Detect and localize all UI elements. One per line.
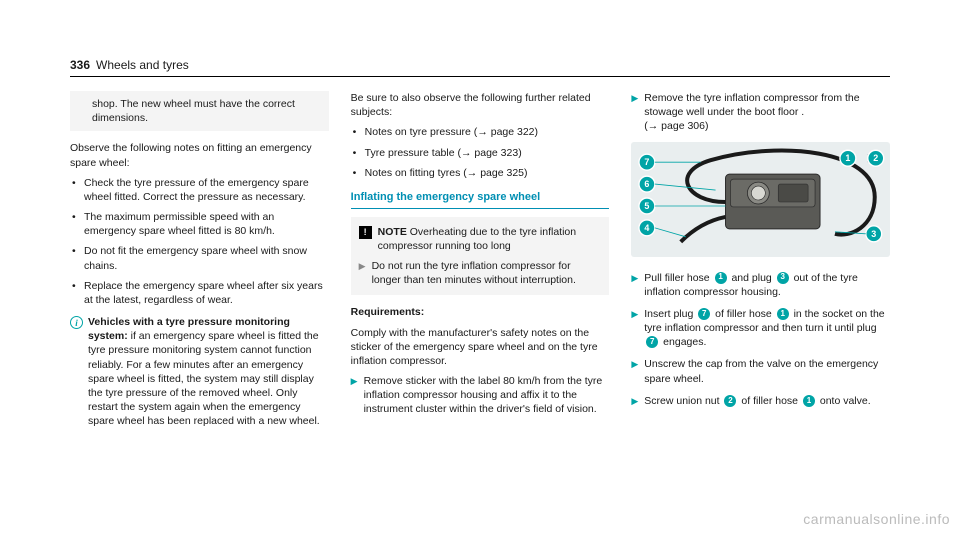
info-block: i Vehicles with a tyre pressure monitori… (70, 315, 329, 428)
triangle-icon: ▶ (359, 260, 366, 272)
callout-3: 3 (777, 272, 789, 284)
triangle-icon: ▶ (631, 92, 638, 104)
list-item: Check the tyre pressure of the emergency… (70, 176, 329, 204)
triangle-icon: ▶ (351, 375, 358, 387)
column-2: Be sure to also observe the following fu… (351, 91, 610, 428)
note-step-text: Do not run the tyre inflation compressor… (372, 259, 602, 287)
t: engages. (660, 336, 706, 348)
triangle-icon: ▶ (631, 308, 638, 320)
callout-1: 1 (803, 395, 815, 407)
procedure-step: ▶ Remove sticker with the label 80 km/h … (351, 374, 610, 417)
page-ref: → page 325 (467, 166, 524, 180)
list-item: Do not fit the emergency spare wheel wit… (70, 244, 329, 272)
info-rest: if an emergency spare wheel is fitted th… (88, 330, 320, 427)
list-item: Tyre pressure table (→ page 323) (351, 146, 610, 160)
list-item: The maximum permissible speed with an em… (70, 210, 329, 238)
note-heading-text: NOTE Overheating due to the tyre inflati… (378, 225, 602, 253)
related-intro: Be sure to also observe the following fu… (351, 91, 610, 119)
procedure-step: ▶ Insert plug 7 of filler hose 1 in the … (631, 307, 890, 350)
warning-icon: ! (359, 226, 372, 239)
list-item: Notes on fitting tyres (→ page 325) (351, 166, 610, 180)
note-continuation-box: shop. The new wheel must have the correc… (70, 91, 329, 131)
t: Pull filler hose (644, 272, 712, 284)
callout-1: 1 (777, 308, 789, 320)
page-number: 336 (70, 58, 90, 72)
header-title: Wheels and tyres (96, 58, 189, 72)
svg-text:6: 6 (645, 179, 650, 189)
triangle-icon: ▶ (631, 272, 638, 284)
svg-text:5: 5 (645, 200, 650, 210)
svg-text:1: 1 (846, 153, 851, 163)
procedure-step: ▶ Pull filler hose 1 and plug 3 out of t… (631, 271, 890, 299)
related-list: Notes on tyre pressure (→ page 322) Tyre… (351, 125, 610, 180)
info-text: Vehicles with a tyre pressure monitoring… (88, 316, 320, 427)
list-item: Notes on tyre pressure (→ page 322) (351, 125, 610, 139)
content-columns: shop. The new wheel must have the correc… (70, 91, 890, 428)
section-title: Inflating the emergency spare wheel (351, 190, 610, 209)
step-text: Remove the tyre inflation compressor fro… (644, 91, 890, 134)
related-after: ) (518, 147, 522, 159)
related-text: Tyre pressure table ( (365, 147, 461, 159)
requirements-label-text: Requirements: (351, 306, 425, 318)
triangle-icon: ▶ (631, 395, 638, 407)
intro-paragraph: Observe the following notes on fitting a… (70, 141, 329, 169)
page-header: 336 Wheels and tyres (70, 58, 890, 77)
column-1: shop. The new wheel must have the correc… (70, 91, 329, 428)
procedure-step: ▶ Remove the tyre inflation compressor f… (631, 91, 890, 134)
note-continuation-text: shop. The new wheel must have the correc… (92, 98, 295, 124)
info-icon: i (70, 316, 83, 329)
step-text: Pull filler hose 1 and plug 3 out of the… (644, 271, 890, 299)
step-text: Insert plug 7 of filler hose 1 in the so… (644, 307, 890, 350)
note-box: ! NOTE Overheating due to the tyre infla… (351, 217, 610, 296)
t: Screw union nut (644, 395, 722, 407)
procedure-step: ▶ Screw union nut 2 of filler hose 1 ont… (631, 394, 890, 408)
t: onto valve. (817, 395, 871, 407)
note-body: Overheating due to the tyre inflation co… (378, 226, 576, 252)
svg-text:7: 7 (645, 157, 650, 167)
list-item: Replace the emergency spare wheel after … (70, 279, 329, 307)
t: Insert plug (644, 308, 696, 320)
step-text-a: Remove the tyre inflation compressor fro… (644, 92, 859, 118)
note-label: NOTE (378, 226, 407, 238)
t: of filler hose (738, 395, 800, 407)
compressor-diagram: 1 2 3 4 5 6 7 (631, 142, 890, 257)
requirements-text: Comply with the manufacturer's safety no… (351, 326, 610, 369)
column-3: ▶ Remove the tyre inflation compressor f… (631, 91, 890, 428)
callout-7: 7 (646, 336, 658, 348)
callout-1: 1 (715, 272, 727, 284)
page-ref: (→ page 306) (644, 120, 708, 132)
callout-7: 7 (698, 308, 710, 320)
notes-list: Check the tyre pressure of the emergency… (70, 176, 329, 307)
note-step: ▶ Do not run the tyre inflation compress… (359, 259, 602, 287)
t: of filler hose (712, 308, 774, 320)
note-header: ! NOTE Overheating due to the tyre infla… (359, 225, 602, 253)
diagram-svg: 1 2 3 4 5 6 7 (631, 142, 890, 257)
svg-text:4: 4 (645, 222, 650, 232)
requirements-label: Requirements: (351, 305, 610, 319)
step-text: Screw union nut 2 of filler hose 1 onto … (644, 394, 890, 408)
t: and plug (729, 272, 775, 284)
related-text: Notes on tyre pressure ( (365, 126, 478, 138)
related-text: Notes on fitting tyres ( (365, 167, 467, 179)
triangle-icon: ▶ (631, 358, 638, 370)
watermark: carmanualsonline.info (803, 511, 950, 527)
page-ref: → page 323 (461, 146, 518, 160)
page-ref: → page 322 (477, 125, 534, 139)
svg-text:2: 2 (874, 153, 879, 163)
callout-2: 2 (724, 395, 736, 407)
svg-text:3: 3 (872, 228, 877, 238)
procedure-step: ▶ Unscrew the cap from the valve on the … (631, 357, 890, 385)
step-text: Remove sticker with the label 80 km/h fr… (364, 374, 610, 417)
step-text: Unscrew the cap from the valve on the em… (644, 357, 890, 385)
related-after: ) (524, 167, 528, 179)
related-after: ) (535, 126, 539, 138)
